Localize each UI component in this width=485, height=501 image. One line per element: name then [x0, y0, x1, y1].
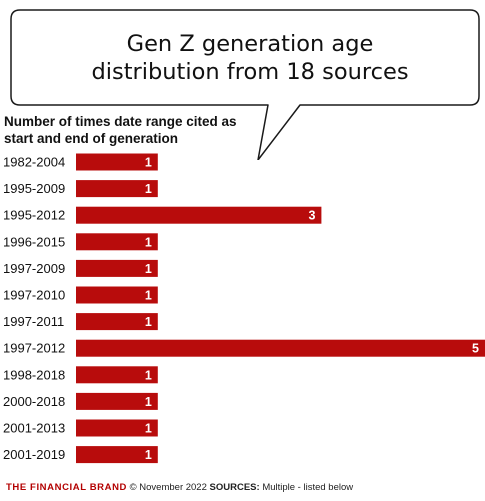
- category-label: 1995-2012: [3, 208, 65, 223]
- bar: [76, 286, 158, 304]
- data-label: 1: [145, 156, 152, 170]
- category-label: 2001-2013: [3, 421, 65, 436]
- bar: [76, 259, 158, 277]
- data-label: 1: [145, 315, 152, 329]
- bar: [76, 180, 158, 198]
- copyright-text: © November 2022: [129, 482, 207, 493]
- category-label: 1982-2004: [3, 155, 65, 170]
- bar: [76, 419, 158, 437]
- data-label: 1: [145, 395, 152, 409]
- category-label: 2001-2019: [3, 447, 65, 462]
- bar: [76, 206, 322, 224]
- data-label: 5: [472, 342, 479, 356]
- data-label: 3: [308, 209, 315, 223]
- chart-title: Gen Z generation age distribution from 1…: [91, 31, 409, 85]
- category-label: 1997-2010: [3, 288, 65, 303]
- data-label: 1: [145, 182, 152, 196]
- bar: [76, 366, 158, 384]
- data-label: 1: [145, 289, 152, 303]
- data-label: 1: [145, 448, 152, 462]
- chart-subtitle: Number of times date range cited as star…: [4, 114, 237, 146]
- brand-name: THE FINANCIAL BRAND: [6, 482, 127, 493]
- bar: [76, 339, 485, 357]
- category-label: 1997-2011: [3, 314, 64, 329]
- data-label: 1: [145, 368, 152, 382]
- bar: [76, 313, 158, 331]
- category-label: 1997-2012: [3, 341, 65, 356]
- bar: [76, 153, 158, 171]
- speech-bubble: [10, 9, 480, 160]
- category-label: 2000-2018: [3, 394, 65, 409]
- footer: THE FINANCIAL BRAND © November 2022 SOUR…: [6, 482, 353, 493]
- bar: [76, 233, 158, 251]
- bar: [76, 446, 158, 464]
- data-label: 1: [145, 422, 152, 436]
- category-label: 1995-2009: [3, 181, 65, 196]
- sources-label: SOURCES:: [209, 482, 260, 493]
- category-label: 1998-2018: [3, 367, 65, 382]
- bar-chart: 1982-2004 1 1995-2009 1 1995-2012 3 1996-2015 1…: [3, 153, 485, 464]
- data-label: 1: [145, 235, 152, 249]
- bar: [76, 392, 158, 410]
- category-label: 1996-2015: [3, 234, 65, 249]
- data-label: 1: [145, 262, 152, 276]
- sources-text: Multiple - listed below: [262, 482, 354, 493]
- category-label: 1997-2009: [3, 261, 65, 276]
